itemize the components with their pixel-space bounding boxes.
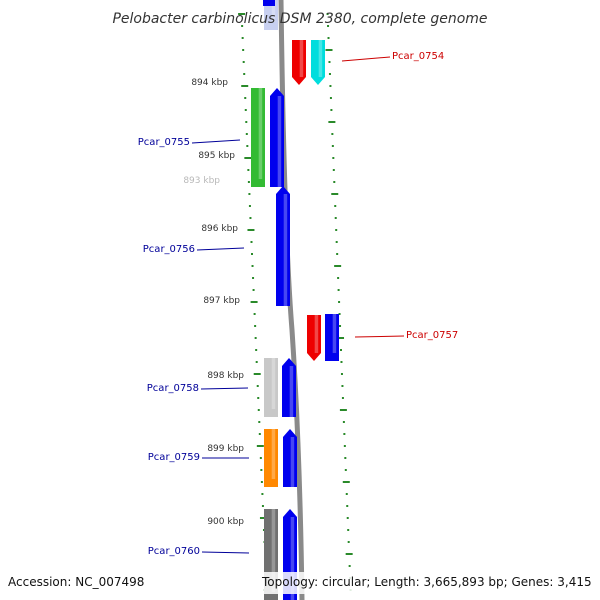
gene-feature: [251, 88, 265, 187]
gene-feature-highlight: [258, 88, 263, 179]
gene-feature-highlight: [271, 429, 276, 479]
gene-feature-highlight: [290, 437, 295, 487]
ruler-tick-labels: 893 kbp 894 kbp 895 kbp 896 kbp 897 kbp 898 k…: [183, 78, 244, 527]
ruler-tick-label: 899 kbp: [207, 444, 244, 454]
accession-text: Accession: NC_007498: [8, 575, 144, 589]
ruler-tick-label: 893 kbp: [183, 176, 220, 186]
gene-label-connector: [354, 335, 405, 338]
gene-label: Pcar_0754: [392, 51, 444, 62]
gene-feature-highlight: [318, 40, 323, 77]
ruler-tick-label: 895 kbp: [198, 151, 235, 161]
ruler-ticks: [238, 13, 353, 591]
gene-feature: [270, 88, 284, 187]
gene-feature: [264, 358, 278, 417]
gene-feature-body: [276, 186, 290, 306]
footer-background: [255, 572, 600, 594]
gene-feature: [307, 315, 321, 361]
gene-label-connector: [200, 387, 249, 390]
gene-feature-body: [264, 358, 278, 417]
gene-feature-body: [292, 40, 306, 85]
gene-feature-highlight: [314, 315, 319, 353]
gene-feature-body: [282, 358, 296, 417]
gene-feature-body: [270, 88, 284, 187]
gene-label-connector: [201, 551, 250, 554]
gene-feature: [282, 358, 296, 417]
gene-feature-body: [263, 0, 275, 6]
gene-feature-body: [283, 429, 297, 487]
topology-text: Topology: circular; Length: 3,665,893 bp…: [261, 575, 592, 589]
gene-feature-body: [264, 429, 278, 487]
gene-feature: [283, 429, 297, 487]
gene-feature-highlight: [277, 96, 282, 187]
gene-label: Pcar_0756: [143, 244, 195, 255]
gene-feature-highlight: [271, 509, 276, 592]
gene-feature-highlight: [289, 366, 294, 417]
gene-feature-highlight: [271, 358, 276, 409]
gene-label: Pcar_0759: [148, 452, 200, 463]
gene-label: Pcar_0757: [406, 330, 458, 341]
gene-feature: [264, 429, 278, 487]
map-title: Pelobacter carbinolicus DSM 2380, comple…: [112, 11, 487, 27]
gene-label: Pcar_0755: [138, 137, 190, 148]
gene-feature: [276, 186, 290, 306]
gene-feature-highlight: [290, 517, 295, 600]
gene-feature: [292, 40, 306, 85]
ruler-tick-label: 896 kbp: [201, 224, 238, 234]
gene-feature-body: [251, 88, 265, 187]
gene-features: [251, 0, 339, 600]
gene-feature-highlight: [332, 314, 337, 353]
gene-label-connector: [196, 247, 245, 251]
gene-feature-body: [311, 40, 325, 85]
ruler-tick-label: 897 kbp: [203, 296, 240, 306]
gene-label: Pcar_0758: [147, 383, 199, 394]
gene-feature-body: [307, 315, 321, 361]
gene-feature-highlight: [271, 0, 276, 22]
gene-feature: [325, 314, 339, 361]
gene-feature: [264, 0, 278, 30]
gene-feature-body: [264, 0, 278, 30]
gene-feature: [311, 40, 325, 85]
gene-feature-body: [325, 314, 339, 361]
gene-labels: Pcar_0754 Pcar_0755 Pcar_0756 Pcar_0757 Pcar…: [138, 51, 458, 557]
gene-label-connector: [191, 139, 241, 144]
gene-feature-highlight: [299, 40, 304, 77]
gene-label: Pcar_0760: [148, 546, 200, 557]
ruler-tick-label: 898 kbp: [207, 371, 244, 381]
gene-feature: [263, 0, 275, 6]
ruler-tick-label: 894 kbp: [191, 78, 228, 88]
ruler-tick-label: 900 kbp: [207, 517, 244, 527]
gene-label-connector: [341, 56, 391, 62]
gene-feature-highlight: [283, 194, 288, 306]
